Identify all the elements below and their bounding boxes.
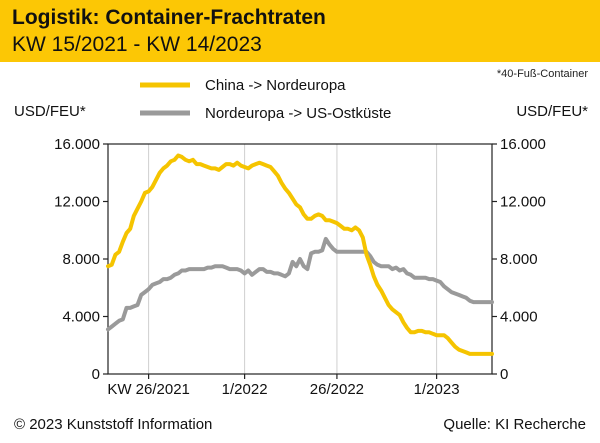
source-text: Quelle: KI Recherche <box>443 416 586 433</box>
legend-label: Nordeuropa -> US-Ostküste <box>205 105 391 122</box>
series-line-china-nordeuropa <box>106 153 494 356</box>
y-tick-label-right: 8.000 <box>500 251 538 268</box>
y-tick-label-right: 0 <box>500 366 508 383</box>
y-tick-label-left: 0 <box>92 366 100 383</box>
footnote: *40-Fuß-Container <box>496 68 588 80</box>
y-axis-unit-right: USD/FEU* <box>516 103 588 120</box>
chart-title: Logistik: Container-Frachtraten <box>12 6 326 29</box>
y-tick-label-left: 8.000 <box>62 251 100 268</box>
y-tick-label-right: 12.000 <box>500 194 546 211</box>
y-tick-label-left: 12.000 <box>54 194 100 211</box>
y-axis-unit-left: USD/FEU* <box>14 103 86 120</box>
series-line-nordeuropa-us <box>106 236 494 332</box>
y-tick-label-left: 4.000 <box>62 309 100 326</box>
copyright-text: © 2023 Kunststoff Information <box>14 416 213 433</box>
legend-label: China -> Nordeuropa <box>205 77 346 94</box>
x-tick-label: 1/2022 <box>222 381 268 398</box>
header-bar: Logistik: Container-Frachtraten KW 15/20… <box>0 0 600 62</box>
y-tick-label-right: 4.000 <box>500 309 538 326</box>
y-tick-label-right: 16.000 <box>500 136 546 153</box>
x-tick-label: 26/2022 <box>310 381 364 398</box>
x-tick-label: 1/2023 <box>414 381 460 398</box>
x-tick-label: KW 26/2021 <box>107 381 190 398</box>
y-tick-label-left: 16.000 <box>54 136 100 153</box>
chart-subtitle: KW 15/2021 - KW 14/2023 <box>12 33 262 56</box>
